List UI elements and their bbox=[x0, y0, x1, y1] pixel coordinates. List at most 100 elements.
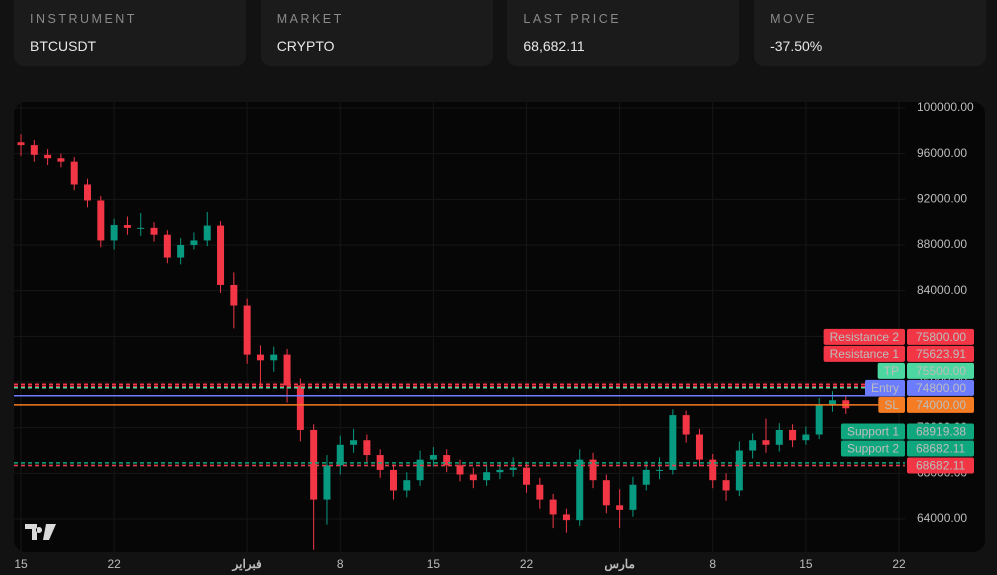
candle-body bbox=[669, 415, 677, 470]
level-name-tag bbox=[877, 362, 905, 379]
card-label: MOVE bbox=[770, 12, 817, 26]
candle-body bbox=[549, 499, 557, 515]
candle-body bbox=[123, 225, 131, 228]
candle-body bbox=[775, 429, 783, 445]
candle-body bbox=[616, 505, 624, 510]
candle-body bbox=[150, 227, 158, 235]
candle-body bbox=[536, 484, 544, 500]
card-label: MARKET bbox=[276, 12, 344, 26]
candle-body bbox=[416, 459, 424, 481]
candle-body bbox=[163, 234, 171, 258]
x-tick-label: 8 bbox=[337, 557, 344, 571]
level-price: 68919.38 bbox=[916, 425, 966, 439]
candle-body bbox=[296, 385, 304, 430]
candle-body bbox=[217, 225, 225, 285]
candle-body bbox=[695, 434, 703, 460]
level-price-tag bbox=[907, 362, 974, 379]
level-name-tag bbox=[823, 328, 905, 345]
candle-body bbox=[496, 469, 504, 473]
x-tick-label: فبراير bbox=[232, 557, 263, 572]
level-name-tag bbox=[840, 440, 905, 457]
candle-body bbox=[403, 480, 411, 491]
level-name: Resistance 1 bbox=[830, 347, 900, 361]
level-price: 74800.00 bbox=[916, 381, 966, 395]
card-label: INSTRUMENT bbox=[30, 12, 137, 26]
candle-body bbox=[230, 284, 238, 306]
candle-body bbox=[97, 200, 105, 241]
candle-body bbox=[589, 459, 597, 481]
level-name: Support 2 bbox=[847, 442, 899, 456]
y-tick-label: 96000.00 bbox=[917, 146, 967, 160]
candle-body bbox=[789, 429, 797, 441]
level-price: 68682.11 bbox=[916, 459, 965, 473]
y-tick-label: 92000.00 bbox=[917, 192, 967, 206]
candle-body bbox=[469, 474, 477, 481]
card-value: 68,682.11 bbox=[523, 38, 585, 54]
candle-body bbox=[270, 354, 278, 361]
candle-body bbox=[256, 354, 264, 361]
candle-body bbox=[443, 455, 451, 466]
level-price: 75800.00 bbox=[916, 330, 966, 344]
candle-body bbox=[203, 225, 211, 241]
candle-body bbox=[762, 440, 770, 445]
candle-body bbox=[523, 467, 531, 485]
level-name-tag bbox=[840, 423, 905, 440]
candle-body bbox=[336, 444, 344, 466]
candle-body bbox=[709, 459, 717, 481]
level-price-tag bbox=[907, 423, 974, 440]
level-price: 68682.11 bbox=[916, 442, 965, 456]
candle-body bbox=[735, 450, 743, 491]
level-price: 75500.00 bbox=[916, 364, 966, 378]
info-card: LAST PRICE 68,682.11 bbox=[507, 0, 740, 66]
level-price-tag bbox=[907, 396, 974, 413]
level-name: Entry bbox=[871, 381, 899, 395]
y-tick-label: 88000.00 bbox=[917, 237, 967, 251]
candle-body bbox=[509, 467, 517, 470]
level-name: Resistance 2 bbox=[830, 330, 900, 344]
candle-body bbox=[749, 440, 757, 451]
candle-body bbox=[110, 225, 118, 241]
info-card: INSTRUMENT BTCUSDT bbox=[14, 0, 246, 66]
x-tick-label: 22 bbox=[892, 557, 906, 571]
candle-body bbox=[70, 161, 78, 185]
candle-body bbox=[84, 184, 92, 201]
candle-body bbox=[310, 429, 318, 500]
y-tick-label: 84000.00 bbox=[917, 283, 967, 297]
x-tick-label: 22 bbox=[520, 557, 534, 571]
level-price-tag bbox=[907, 379, 974, 396]
y-tick-label: 100000.00 bbox=[917, 100, 974, 114]
y-tick-label: 64000.00 bbox=[917, 511, 967, 525]
candle-body bbox=[722, 480, 730, 491]
candle-body bbox=[483, 472, 491, 481]
x-tick-label: مارس bbox=[604, 557, 635, 572]
candle-body bbox=[30, 145, 38, 155]
candle-body bbox=[363, 440, 371, 456]
logo-mark bbox=[25, 524, 56, 540]
candle-body bbox=[802, 434, 810, 441]
level-price: 74000.00 bbox=[916, 398, 966, 412]
candle-body bbox=[283, 354, 291, 386]
logo bbox=[25, 524, 56, 540]
candle-body bbox=[44, 154, 52, 159]
info-card: MOVE -37.50% bbox=[754, 0, 987, 66]
level-name: TP bbox=[884, 364, 899, 378]
candle-body bbox=[642, 469, 650, 485]
candle-body bbox=[456, 465, 464, 475]
candle-body bbox=[656, 469, 664, 471]
candle-body bbox=[815, 404, 823, 435]
candle-body bbox=[323, 465, 331, 500]
candle-body bbox=[389, 469, 397, 491]
x-tick-label: 15 bbox=[799, 557, 813, 571]
level-price-tag bbox=[907, 328, 974, 345]
candle-body bbox=[350, 440, 358, 445]
x-tick-label: 8 bbox=[709, 557, 716, 571]
candle-body bbox=[562, 514, 570, 521]
card-value: -37.50% bbox=[770, 38, 823, 54]
level-name-tag bbox=[878, 396, 905, 413]
candle-body bbox=[828, 400, 836, 405]
candle-body bbox=[576, 459, 584, 521]
card-value: CRYPTO bbox=[276, 38, 335, 54]
level-name-tag bbox=[864, 379, 905, 396]
